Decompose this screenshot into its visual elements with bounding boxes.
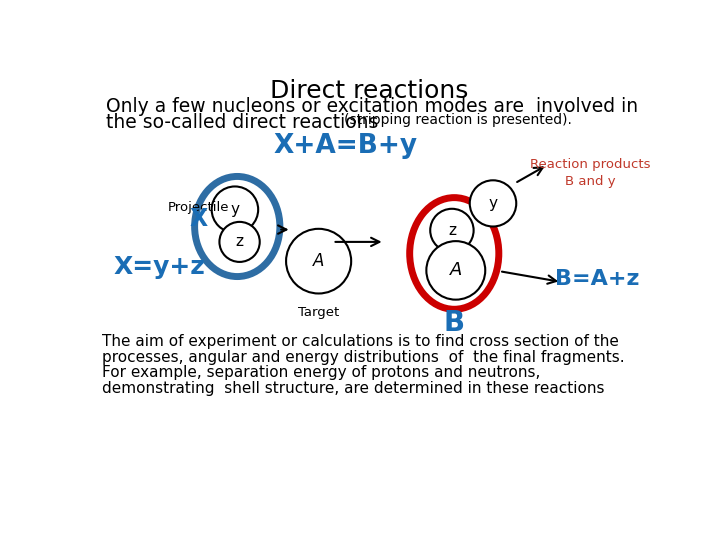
Text: z: z [235, 234, 243, 249]
Text: B: B [444, 309, 465, 337]
Text: (stripping reaction is presented).: (stripping reaction is presented). [344, 113, 572, 127]
Text: the so-called direct reactions: the so-called direct reactions [106, 113, 384, 132]
Text: A: A [449, 261, 462, 279]
Text: X: X [189, 207, 207, 231]
Text: X=y+z: X=y+z [113, 254, 205, 279]
Text: B=A+z: B=A+z [555, 269, 640, 289]
Text: processes, angular and energy distributions  of  the final fragments.: processes, angular and energy distributi… [102, 350, 624, 364]
Text: Projectile: Projectile [168, 201, 229, 214]
Text: z: z [448, 223, 456, 238]
Ellipse shape [194, 177, 280, 276]
Text: For example, separation energy of protons and neutrons,: For example, separation energy of proton… [102, 365, 540, 380]
Text: Direct reactions: Direct reactions [270, 79, 468, 103]
Text: X+A=B+y: X+A=B+y [274, 133, 418, 159]
Text: Only a few nucleons or excitation modes are  involved in: Only a few nucleons or excitation modes … [106, 97, 638, 116]
Circle shape [220, 222, 260, 262]
Text: Target: Target [298, 306, 339, 319]
Circle shape [469, 180, 516, 226]
Text: y: y [230, 202, 240, 217]
Text: Reaction products
B and y: Reaction products B and y [530, 158, 650, 187]
Text: The aim of experiment or calculations is to find cross section of the: The aim of experiment or calculations is… [102, 334, 618, 349]
Text: A: A [313, 252, 324, 270]
Circle shape [431, 209, 474, 252]
Ellipse shape [410, 198, 499, 309]
Circle shape [212, 186, 258, 233]
Circle shape [426, 241, 485, 300]
Text: y: y [488, 196, 498, 211]
Circle shape [286, 229, 351, 294]
Text: demonstrating  shell structure, are determined in these reactions: demonstrating shell structure, are deter… [102, 381, 604, 395]
